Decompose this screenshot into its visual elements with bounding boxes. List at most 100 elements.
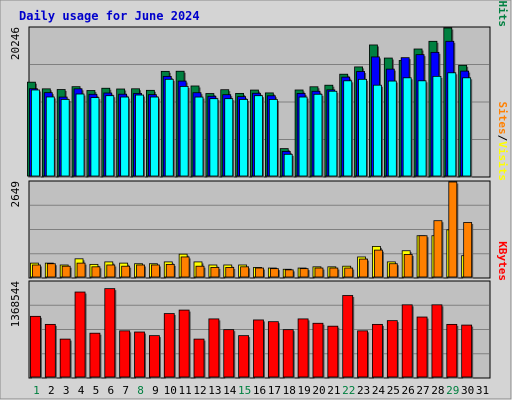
- sites-bar-day-19: [299, 268, 309, 278]
- panel-hits-legend: Pages/Files/Hits: [496, 0, 509, 27]
- pages-bar-day-10: [164, 78, 174, 177]
- panel-visits-bars: [30, 181, 474, 279]
- x-tick-label-day-21: 21: [327, 384, 340, 397]
- kbytes-bar-day-29: [446, 323, 458, 378]
- pages-bar-day-28: [432, 75, 442, 177]
- pages-bar-day-30: [462, 77, 472, 177]
- pages-bar-day-22: [343, 80, 353, 177]
- x-tick-label-day-1: 1: [33, 384, 40, 397]
- panel-hits-bars: [27, 27, 473, 178]
- x-tick-label-day-29: 29: [446, 384, 459, 397]
- x-tick-label-day-24: 24: [372, 384, 386, 397]
- kbytes-bar-day-8: [134, 331, 145, 378]
- kbytes-bar-day-23: [357, 330, 368, 378]
- x-tick-label-day-5: 5: [93, 384, 100, 397]
- pages-bar-day-6: [105, 95, 115, 177]
- sites-bar-day-30: [463, 222, 473, 278]
- kbytes-bar-day-28: [431, 304, 443, 378]
- kbytes-bar-day-19: [297, 318, 309, 378]
- panel-kbytes-legend: KBytes: [496, 241, 509, 281]
- sites-bar-day-28: [433, 220, 443, 278]
- pages-bar-day-4: [75, 93, 85, 177]
- panel-visits-legend: Sites/Visits: [496, 102, 509, 182]
- pages-bar-day-9: [149, 96, 159, 177]
- x-tick-label-day-16: 16: [253, 384, 266, 397]
- pages-bar-day-21: [328, 90, 338, 177]
- kbytes-bar-day-30: [461, 324, 473, 378]
- kbytes-bar-day-9: [148, 335, 160, 378]
- pages-bar-day-5: [90, 97, 100, 177]
- x-tick-label-day-14: 14: [223, 384, 237, 397]
- panel-kbytes-ymax-label: 1368544: [9, 281, 22, 328]
- sites-bar-day-6: [106, 264, 116, 278]
- chart-title: Daily usage for June 2024: [19, 9, 200, 23]
- pages-bar-day-14: [224, 98, 234, 177]
- pages-bar-day-3: [60, 99, 70, 177]
- sites-bar-day-23: [359, 258, 368, 278]
- legend-separator: /: [496, 0, 509, 1]
- kbytes-bar-day-17: [267, 321, 279, 378]
- panel-visits-grid: [30, 204, 489, 255]
- legend-separator: /: [496, 135, 509, 142]
- sites-bar-day-16: [255, 267, 264, 278]
- kbytes-bar-day-16: [253, 319, 264, 378]
- kbytes-bar-day-27: [416, 316, 428, 378]
- x-axis-day-labels: 1 2 3 4 5 6 7 8 9 10 11 12 13 14 15 16 17 18 19 20 21 22 23 24 2…: [33, 384, 489, 397]
- sites-bar-day-10: [165, 263, 175, 278]
- x-tick-label-day-25: 25: [387, 384, 400, 397]
- kbytes-bar-day-18: [282, 329, 294, 378]
- x-tick-label-day-17: 17: [268, 384, 281, 397]
- pages-bar-day-19: [298, 96, 308, 177]
- kbytes-bar-day-20: [312, 322, 324, 378]
- x-tick-label-day-28: 28: [431, 384, 444, 397]
- sites-bar-day-21: [329, 267, 339, 278]
- kbytes-bar-day-26: [401, 304, 413, 378]
- x-tick-label-day-4: 4: [78, 384, 85, 397]
- kbytes-bar-day-13: [208, 318, 220, 378]
- kbytes-bar-day-4: [74, 291, 86, 378]
- sites-bar-day-26: [403, 254, 413, 278]
- x-tick-label-day-8: 8: [137, 384, 144, 397]
- x-tick-label-day-31: 31: [476, 384, 489, 397]
- pages-bar-day-8: [135, 94, 144, 177]
- sites-bar-day-8: [136, 264, 145, 278]
- pages-bar-day-7: [120, 96, 130, 177]
- pages-bar-day-29: [447, 72, 457, 177]
- sites-bar-day-5: [91, 266, 101, 278]
- legend-sites: Sites: [496, 102, 509, 135]
- sites-bar-day-25: [388, 263, 398, 278]
- kbytes-bar-day-11: [178, 309, 190, 378]
- sites-bar-day-1: [32, 264, 41, 278]
- kbytes-bar-day-6: [104, 288, 116, 378]
- kbytes-bar-day-5: [89, 332, 101, 378]
- kbytes-bar-day-21: [327, 325, 339, 378]
- x-tick-label-day-9: 9: [152, 384, 159, 397]
- x-tick-label-day-23: 23: [357, 384, 370, 397]
- pages-bar-day-18: [283, 153, 293, 177]
- sites-bar-day-18: [284, 269, 294, 278]
- pages-bar-day-17: [268, 99, 278, 177]
- x-tick-label-day-30: 30: [461, 384, 474, 397]
- legend-visits: Visits: [496, 141, 509, 181]
- x-tick-label-day-7: 7: [122, 384, 129, 397]
- sites-bar-day-17: [269, 268, 279, 278]
- sites-bar-day-24: [374, 249, 383, 278]
- x-tick-label-day-3: 3: [63, 384, 70, 397]
- pages-bar-day-24: [373, 84, 382, 177]
- kbytes-bar-day-12: [193, 338, 205, 378]
- kbytes-bar-day-25: [386, 320, 398, 378]
- pages-bar-day-2: [45, 96, 55, 177]
- pages-bar-day-27: [417, 80, 427, 177]
- sites-bar-day-13: [210, 267, 220, 278]
- pages-bar-day-13: [209, 98, 219, 177]
- sites-bar-day-15: [240, 266, 250, 278]
- sites-bar-day-14: [225, 267, 235, 278]
- kbytes-bar-day-2: [44, 323, 56, 378]
- sites-bar-day-2: [46, 263, 56, 278]
- kbytes-bar-day-10: [163, 313, 175, 378]
- pages-bar-day-23: [358, 78, 367, 177]
- pages-bar-day-20: [313, 93, 323, 177]
- panel-visits-ymax-label: 2649: [9, 181, 22, 208]
- sites-bar-day-20: [314, 267, 324, 278]
- pages-bar-day-15: [239, 99, 249, 177]
